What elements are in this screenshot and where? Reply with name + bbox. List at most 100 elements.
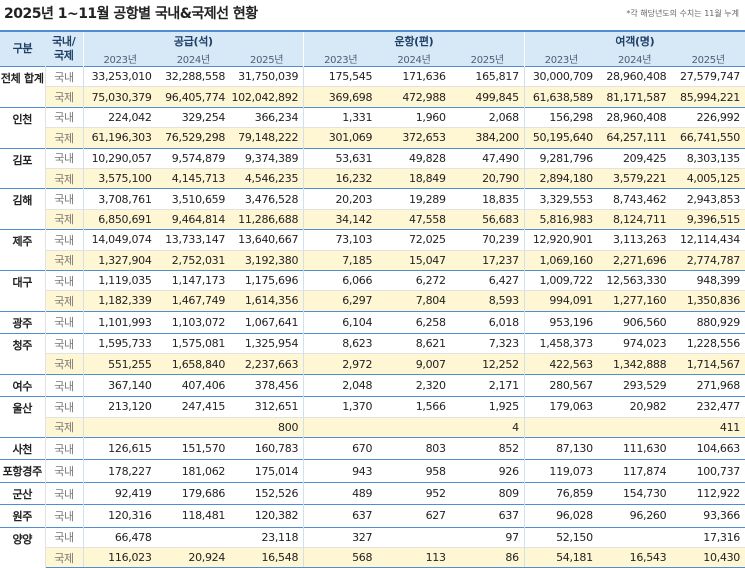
route-type: 국내 (45, 188, 84, 210)
airport-table: 구분 국내/국제 공급(석) 운항(편) 여객(명) 2023년 2024년 2025년 202… (0, 30, 745, 568)
airport-group: 청주 국내 1,595,733 1,575,081 1,325,954 8,623 8,62… (0, 333, 745, 375)
airport-group: 양양 국내 66,478 23,118 327 97 52,150 17,316 국제 116,0… (0, 526, 745, 568)
value-cell: 175,545 (303, 65, 378, 87)
value-cell: 165,817 (450, 65, 525, 87)
value-cell: 1,277,160 (597, 290, 672, 312)
value-cell: 47,558 (377, 208, 451, 230)
value-cell (523, 416, 598, 438)
value-cell: 20,982 (597, 396, 672, 418)
value-cell: 3,476,528 (230, 188, 304, 210)
data-row: 울산 국내 213,120 247,415 312,651 1,370 1,566 1,925… (0, 396, 745, 438)
value-cell: 179,063 (523, 396, 598, 418)
value-cell: 8,621 (377, 333, 451, 354)
airport-name: 제주 (0, 229, 46, 271)
value-cell: 179,686 (156, 481, 231, 505)
data-row: 국제 1,327,904 2,752,031 3,192,380 7,185 15,047… (0, 249, 745, 271)
route-type: 국내 (45, 481, 84, 505)
value-cell (377, 526, 451, 548)
route-type: 국내 (45, 396, 84, 418)
data-row: 원주 국내 120,316 118,481 120,382 637 627 637 96,028… (0, 504, 745, 528)
year-header: 2025년 (671, 50, 745, 67)
value-cell: 9,281,796 (523, 147, 598, 169)
year-header: 2025년 (230, 50, 304, 67)
value-cell: 7,185 (303, 249, 378, 271)
value-cell: 1,331 (303, 106, 378, 128)
value-cell: 1,342,888 (597, 353, 672, 375)
value-cell: 11,286,688 (230, 208, 304, 230)
value-cell: 6,427 (450, 269, 525, 291)
note: *각 해당년도의 수치는 11월 누계 (626, 9, 739, 18)
data-row: 청주 국내 1,595,733 1,575,081 1,325,954 8,623 8,62… (0, 333, 745, 375)
data-row: 포항경주 국내 178,227 181,062 175,014 943 958 926 119,… (0, 459, 745, 483)
value-cell: 2,068 (450, 106, 525, 128)
value-cell: 50,195,640 (523, 127, 598, 149)
value-cell: 34,142 (303, 208, 378, 230)
value-cell: 160,783 (230, 437, 304, 460)
value-cell: 994,091 (523, 290, 598, 312)
value-cell: 12,114,434 (671, 229, 745, 251)
airport-name: 원주 (0, 504, 46, 528)
value-cell: 1,101,993 (82, 310, 157, 334)
year-header: 2024년 (597, 50, 672, 67)
route-type: 국제 (45, 86, 84, 108)
data-row: 사천 국내 126,615 151,570 160,783 670 803 852 87,130… (0, 437, 745, 460)
route-type: 국내 (45, 333, 84, 354)
airport-group: 대구 국내 1,119,035 1,147,173 1,175,696 6,066 6,27… (0, 269, 745, 312)
route-type: 국내 (45, 504, 84, 528)
value-cell: 948,399 (671, 269, 745, 291)
value-cell: 18,835 (450, 188, 525, 210)
year-header: 2023년 (82, 50, 157, 67)
year-header: 2023년 (523, 50, 598, 67)
value-cell: 6,104 (303, 310, 378, 334)
value-cell: 4 (450, 416, 525, 438)
value-cell: 369,698 (303, 86, 378, 108)
value-cell: 271,968 (671, 373, 745, 397)
value-cell: 9,574,879 (156, 147, 231, 169)
route-type: 국제 (45, 249, 84, 271)
value-cell: 809 (450, 481, 525, 505)
value-cell: 943 (303, 459, 378, 483)
value-cell: 224,042 (82, 106, 157, 128)
value-cell: 953,196 (523, 310, 598, 334)
year-header: 2023년 (303, 50, 378, 67)
value-cell: 81,171,587 (597, 86, 672, 108)
value-cell: 1,566 (377, 396, 451, 418)
value-cell: 366,234 (230, 106, 304, 128)
airport-group: 포항경주 국내 178,227 181,062 175,014 943 958 926 119,… (0, 459, 745, 483)
route-type: 국내 (45, 229, 84, 251)
value-cell: 15,047 (377, 249, 451, 271)
value-cell: 489 (303, 481, 378, 505)
value-cell: 1,595,733 (82, 333, 157, 354)
value-cell: 175,014 (230, 459, 304, 483)
airport-name: 대구 (0, 269, 46, 312)
value-cell (303, 416, 378, 438)
value-cell: 178,227 (82, 459, 157, 483)
data-row: 광주 국내 1,101,993 1,103,072 1,067,641 6,104 6,25… (0, 310, 745, 334)
value-cell: 30,000,709 (523, 65, 598, 87)
value-cell: 2,048 (303, 373, 378, 397)
metric-header: 운항(편) (303, 30, 525, 50)
value-cell: 8,124,711 (597, 208, 672, 230)
airport-name: 여수 (0, 373, 46, 397)
value-cell: 1,228,556 (671, 333, 745, 354)
value-cell: 171,636 (377, 65, 451, 87)
value-cell: 151,570 (156, 437, 231, 460)
value-cell: 87,130 (523, 437, 598, 460)
value-cell: 66,741,550 (671, 127, 745, 149)
value-cell: 3,708,761 (82, 188, 157, 210)
value-cell (597, 526, 672, 548)
value-cell: 76,859 (523, 481, 598, 505)
value-cell: 61,638,589 (523, 86, 598, 108)
value-cell: 1,350,836 (671, 290, 745, 312)
value-cell: 800 (230, 416, 304, 438)
data-row: 인천 국내 224,042 329,254 366,234 1,331 1,960 2,068… (0, 106, 745, 149)
header-row: 2023년 2024년 2025년 2023년 2024년 2025년 2023년 2024년… (0, 50, 745, 67)
value-cell: 111,630 (597, 437, 672, 460)
data-row: 국제 75,030,379 96,405,774 102,042,892 369,698… (0, 86, 745, 108)
value-cell: 367,140 (82, 373, 157, 397)
airport-group: 군산 국내 92,419 179,686 152,526 489 952 809 76,859 1… (0, 481, 745, 505)
data-row: 전체 합계 국내 33,253,010 32,288,558 31,750,039 175… (0, 65, 745, 108)
value-cell (156, 526, 231, 548)
value-cell: 974,023 (597, 333, 672, 354)
